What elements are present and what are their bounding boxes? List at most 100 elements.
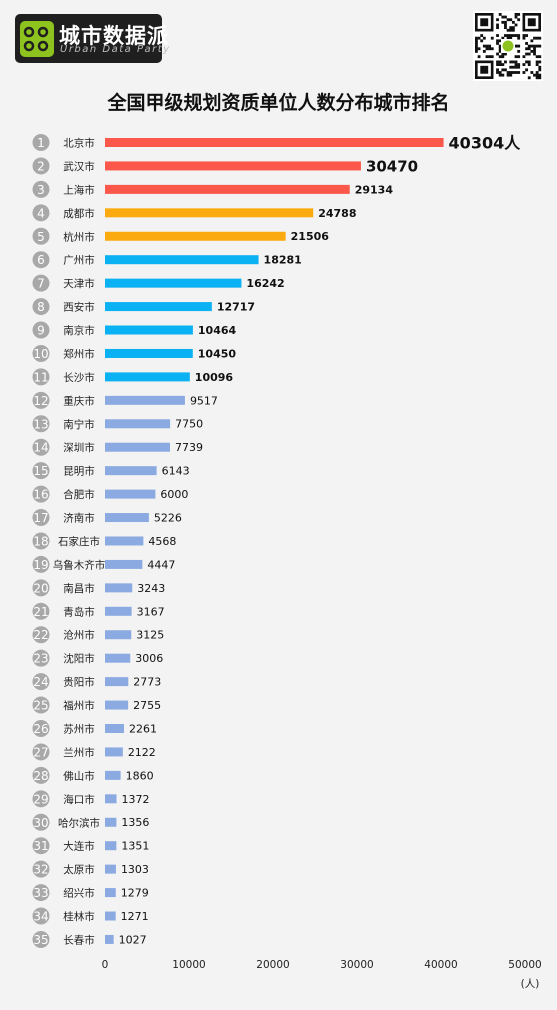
qr-module [477, 36, 481, 40]
qr-module [480, 65, 489, 74]
rank-badge [32, 813, 50, 831]
city-label: 石家庄市 [58, 535, 100, 548]
qr-module [535, 55, 539, 59]
bar [105, 513, 149, 523]
value-label: 10450 [198, 347, 237, 360]
qr-module [517, 44, 521, 48]
qr-module [475, 49, 478, 53]
bar [105, 231, 286, 241]
qr-module [517, 49, 521, 53]
x-tick-label: 30000 [340, 959, 373, 971]
qr-module [535, 73, 539, 77]
qr-module [498, 73, 502, 77]
qr-module [498, 39, 502, 43]
qr-module [514, 15, 518, 19]
qr-module [530, 44, 534, 48]
bar [105, 372, 190, 382]
qr-module [522, 63, 526, 66]
qr-module [498, 13, 502, 16]
qr-module [514, 60, 518, 64]
value-label: 1860 [126, 769, 154, 782]
qr-module [522, 36, 526, 40]
bar [105, 348, 193, 358]
qr-module [514, 13, 518, 16]
qr-module [533, 49, 536, 53]
rank-number: 31 [33, 839, 48, 853]
qr-module [527, 52, 531, 56]
rank-badge [32, 626, 50, 644]
qr-module [501, 15, 505, 19]
rank-badge [32, 298, 50, 316]
qr-module [525, 34, 528, 37]
city-label: 沈阳市 [63, 652, 95, 665]
city-label: 昆明市 [63, 465, 95, 478]
bar [105, 841, 117, 851]
value-label: 1351 [121, 840, 149, 853]
qr-module [538, 68, 542, 72]
qr-module [525, 52, 528, 56]
bar [105, 536, 144, 546]
qr-module [517, 63, 521, 66]
qr-module [506, 18, 510, 22]
qr-module [504, 34, 507, 37]
qr-module [496, 23, 499, 27]
qr-module [527, 44, 531, 48]
qr-module [475, 47, 478, 51]
qr-module [504, 26, 507, 30]
city-label: 郑州市 [63, 347, 95, 360]
city-label: 苏州市 [63, 723, 95, 736]
rank-badge [32, 391, 50, 409]
qr-module [509, 60, 513, 64]
value-label: 6000 [160, 488, 188, 501]
x-axis-label: (人) [521, 978, 540, 990]
qr-module [535, 36, 539, 40]
value-label: 1027 [119, 933, 147, 946]
qr-module [511, 20, 515, 24]
x-tick-label: 50000 [508, 959, 541, 971]
rank-number: 2 [37, 159, 45, 173]
rank-number: 24 [33, 675, 48, 689]
city-label: 海口市 [63, 793, 95, 806]
rank-badge [32, 274, 50, 292]
rank-badge [32, 157, 50, 175]
qr-module [504, 52, 507, 56]
value-label: 1372 [122, 793, 150, 806]
qr-module [511, 26, 515, 30]
qr-module [475, 44, 478, 48]
qr-module [522, 55, 526, 59]
city-data-logo-icon [20, 21, 54, 57]
city-label: 武汉市 [63, 160, 95, 173]
qr-module [482, 44, 486, 48]
rank-number: 25 [33, 699, 48, 713]
city-label: 重庆市 [63, 394, 95, 407]
city-label: 青岛市 [63, 605, 95, 618]
rank-number: 14 [33, 441, 48, 455]
bar [105, 138, 444, 147]
qr-module [511, 28, 515, 32]
brand-name: 城市数据派 [59, 24, 169, 48]
qr-module [480, 39, 484, 43]
bar [105, 747, 123, 757]
rank-badge [32, 930, 50, 948]
city-label: 深圳市 [63, 441, 95, 454]
qr-code-icon [473, 11, 543, 81]
qr-module [485, 55, 489, 59]
x-tick-label: 40000 [424, 959, 457, 971]
brand-logo: 城市数据派 Urban Data Party [15, 14, 169, 63]
qr-module [517, 71, 521, 74]
city-label: 兰州市 [63, 746, 95, 759]
x-tick-label: 20000 [256, 959, 289, 971]
qr-module [527, 47, 531, 51]
qr-module [490, 55, 494, 59]
qr-module [525, 60, 528, 64]
city-label: 南昌市 [63, 582, 95, 595]
bar [105, 888, 116, 898]
brand-subtitle: Urban Data Party [60, 44, 171, 55]
rank-number: 16 [33, 488, 48, 502]
value-label: 2122 [128, 746, 156, 759]
qr-module [501, 63, 505, 66]
value-label: 4568 [148, 535, 176, 548]
qr-module [514, 44, 518, 48]
qr-center-logo [502, 40, 514, 52]
